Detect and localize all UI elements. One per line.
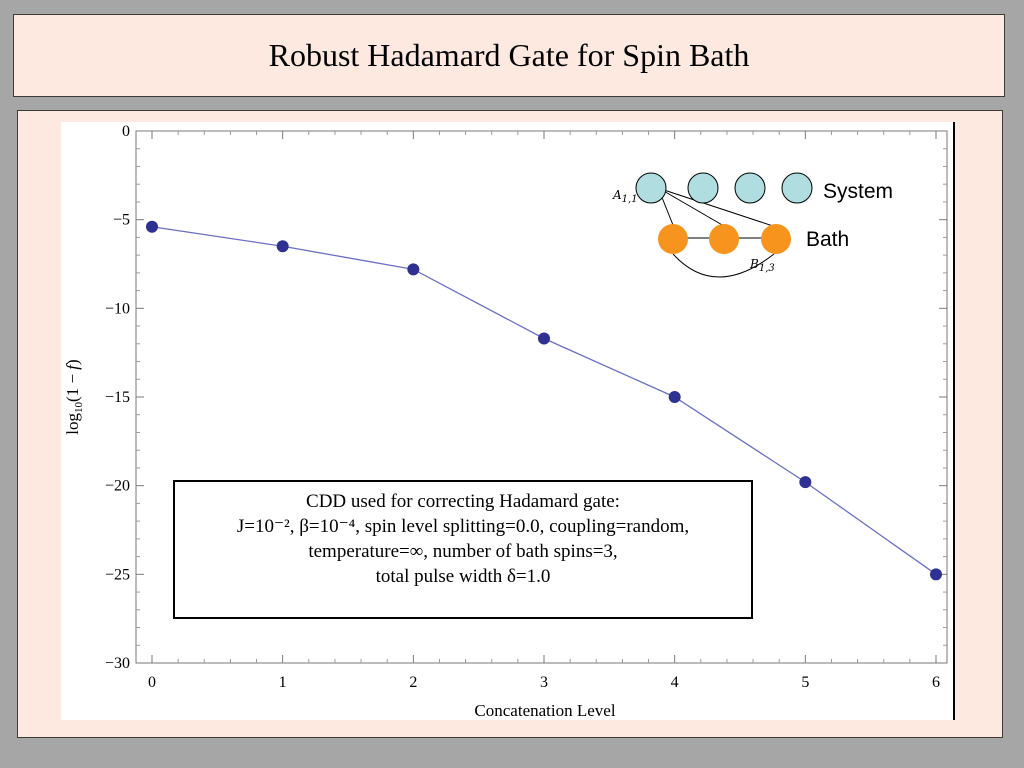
bath-spin [658,224,688,254]
system-spin [687,172,719,204]
y-tick-label: 0 [122,123,130,140]
coupling-arc [672,253,775,278]
axis-ticks: 0 −5 −10 −15 −20 −25 −30 0 1 2 3 4 5 6 [105,123,947,691]
y-tick-label: −10 [105,300,130,317]
y-tick-label: −5 [113,212,130,229]
x-tick-label: 3 [540,674,548,691]
plot-right-border [953,122,955,720]
data-point [146,220,158,233]
x-tick-label: 6 [932,674,940,691]
plot-area [61,122,953,720]
y-tick-label: −25 [105,566,130,583]
x-tick-label: 2 [409,674,417,691]
bath-spin [761,224,791,254]
data-point [407,263,420,276]
data-point [538,332,550,345]
data-point [930,568,942,581]
system-label: System [823,180,893,203]
x-tick-label: 1 [279,674,287,691]
bath-label: Bath [806,228,849,251]
series-layer [146,220,942,581]
coupling-line [661,189,725,227]
x-axis-title: Concatenation Level [474,701,615,720]
x-tick-label: 5 [801,674,809,691]
annotation-line-1: CDD used for correcting Hadamard gate: [306,491,620,512]
title-bar: Robust Hadamard Gate for Spin Bath [13,14,1005,97]
x-tick-label: 0 [148,674,156,691]
coupling-line [663,189,774,227]
node-a-label: A1,1 [612,188,638,205]
annotation-line-2: J=10⁻², β=10⁻⁴, spin level splitting=0.0… [236,516,690,537]
inset-diagram: System Bath A1,1 B1,3 [612,172,893,278]
data-point [799,476,812,489]
system-spin [635,172,667,204]
system-spin [781,172,813,204]
y-tick-label: −20 [105,478,130,495]
data-point [668,391,681,403]
annotation-line-4: total pulse width δ=1.0 [375,566,551,587]
annotation-line-3: temperature=∞, number of bath spins=3, [308,541,618,562]
node-b-label: B1,3 [749,257,775,274]
system-spin [734,172,766,204]
slide-title: Robust Hadamard Gate for Spin Bath [268,37,750,73]
y-tick-label: −15 [105,389,130,406]
y-axis-title: log10(1 − f) [63,359,85,434]
annotation-box: CDD used for correcting Hadamard gate: J… [173,480,753,619]
bath-spin [709,224,739,254]
data-point [276,240,289,253]
x-tick-label: 4 [671,674,679,691]
y-tick-label: −30 [105,655,130,672]
